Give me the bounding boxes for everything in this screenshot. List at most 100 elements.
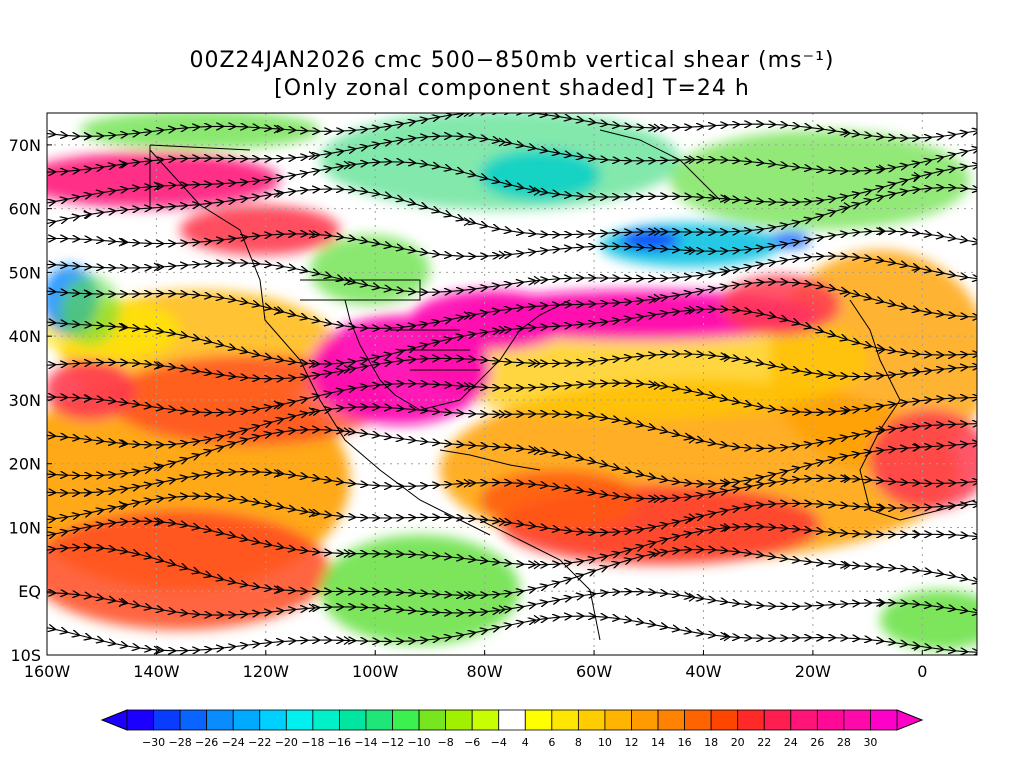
lon-tick-label: 0 xyxy=(917,662,927,681)
streamline-arrow xyxy=(498,605,507,615)
streamline-arrow xyxy=(273,124,282,134)
colorbar-swatch xyxy=(816,709,845,731)
streamline-arrow xyxy=(533,614,542,624)
colorbar-label: 20 xyxy=(731,736,745,749)
colorbar-label: 28 xyxy=(837,736,851,749)
streamline-arrow xyxy=(118,500,127,510)
colorbar-swatch xyxy=(312,709,340,731)
streamline-arrow xyxy=(843,560,852,570)
streamline-arrow xyxy=(723,632,732,642)
streamline-arrow xyxy=(273,468,282,478)
streamline-arrow xyxy=(723,194,732,204)
colorbar-swatch xyxy=(870,709,898,731)
colorbar-swatch xyxy=(843,709,871,731)
latitude-axis: 70N 60N 50N 40N 30N 20N 10N EQ 10S xyxy=(9,136,52,665)
colorbar-label: −22 xyxy=(248,736,271,749)
streamline-arrow xyxy=(688,305,697,315)
colorbar-label: −16 xyxy=(328,736,351,749)
streamline xyxy=(47,472,977,499)
colorbar: −30 −28 −26 −24 −22 −20 −18 −16 −14 −12 −10 −8 −6 −4 4… xyxy=(100,709,924,749)
colorbar-swatch xyxy=(365,709,393,731)
streamline-arrow xyxy=(343,636,352,646)
streamline-arrow xyxy=(843,474,852,484)
lat-tick-label: 30N xyxy=(9,391,41,410)
colorbar-swatch xyxy=(445,709,473,731)
colorbar-swatch xyxy=(232,709,261,731)
colorbar-swatch xyxy=(392,709,420,731)
streamline-arrow xyxy=(308,407,317,417)
streamline-arrow xyxy=(153,262,162,272)
streamline-arrow xyxy=(153,360,162,370)
streamline-arrow xyxy=(653,227,662,237)
colorbar-label: −10 xyxy=(407,736,430,749)
colorbar-label: −18 xyxy=(301,736,324,749)
colorbar-label: 4 xyxy=(522,736,529,749)
colorbar-min-arrow xyxy=(100,709,128,731)
streamline-arrow xyxy=(843,288,852,298)
colorbar-max-arrow xyxy=(896,709,924,731)
colorbar-label: −28 xyxy=(168,736,191,749)
colorbar-swatch xyxy=(498,709,526,731)
streamline-arrow xyxy=(308,359,317,369)
streamline-arrow xyxy=(878,226,887,236)
streamline-arrow xyxy=(533,446,542,456)
streamline-arrow xyxy=(688,513,697,523)
streamline-arrow xyxy=(83,488,92,498)
streamline-arrow xyxy=(843,128,852,138)
streamline xyxy=(47,354,977,379)
colorbar-label: 16 xyxy=(678,736,692,749)
longitude-axis: 160W 140W 120W 100W 80W 60W 40W 20W 0 xyxy=(24,650,927,681)
streamline-arrow xyxy=(723,478,732,488)
streamline-arrow xyxy=(913,529,922,539)
streamline-arrow xyxy=(878,425,887,435)
colorbar-label: −20 xyxy=(275,736,298,749)
streamline-arrow xyxy=(913,171,922,181)
colorbar-label: 26 xyxy=(810,736,824,749)
streamline-arrow xyxy=(533,560,542,570)
streamline-arrow xyxy=(843,202,852,212)
streamline-arrow xyxy=(688,592,697,602)
lon-tick-label: 120W xyxy=(243,662,290,681)
streamline-arrow xyxy=(723,266,732,276)
streamline-arrow xyxy=(153,462,162,472)
colorbar-swatch xyxy=(657,709,685,731)
colorbar-swatch xyxy=(710,709,739,731)
lon-tick-label: 100W xyxy=(352,662,399,681)
streamline xyxy=(47,430,977,484)
colorbar-swatch xyxy=(524,709,553,731)
colorbar-label: −4 xyxy=(491,736,507,749)
streamline-arrow xyxy=(653,123,662,133)
streamline-arrow xyxy=(498,137,507,147)
streamline-arrow xyxy=(308,603,317,613)
colorbar-label: −24 xyxy=(222,736,245,749)
colorbar-label: −26 xyxy=(195,736,218,749)
lon-tick-label: 140W xyxy=(133,662,180,681)
streamline-arrow xyxy=(653,494,662,504)
streamline-arrow xyxy=(83,289,92,299)
streamline-arrow xyxy=(653,548,662,558)
streamline-arrow xyxy=(308,151,317,161)
streamline-arrow xyxy=(913,367,922,377)
colorbar-swatch xyxy=(471,709,500,731)
streamline xyxy=(47,113,977,138)
lat-tick-label: 50N xyxy=(9,263,41,282)
streamline-arrow xyxy=(273,585,282,595)
lon-tick-label: 80W xyxy=(467,662,503,681)
colorbar-label: 22 xyxy=(757,736,771,749)
streamline-arrow xyxy=(498,325,507,335)
map-title-line2: [Only zonal component shaded] T=24 h xyxy=(274,76,750,101)
streamline-arrow xyxy=(878,598,887,608)
colorbar-swatch xyxy=(737,709,765,731)
colorbar-swatch xyxy=(206,709,234,731)
streamline-arrow xyxy=(653,381,662,391)
lat-tick-label: 40N xyxy=(9,327,41,346)
streamline-arrow xyxy=(343,160,352,170)
streamline-arrow xyxy=(118,598,127,608)
streamline-arrow xyxy=(343,364,352,374)
lat-tick-label: 10N xyxy=(9,518,41,537)
streamline-arrow xyxy=(273,306,282,316)
streamline-arrow xyxy=(343,276,352,286)
colorbar-label: 6 xyxy=(548,736,555,749)
streamline-arrow xyxy=(878,503,887,513)
